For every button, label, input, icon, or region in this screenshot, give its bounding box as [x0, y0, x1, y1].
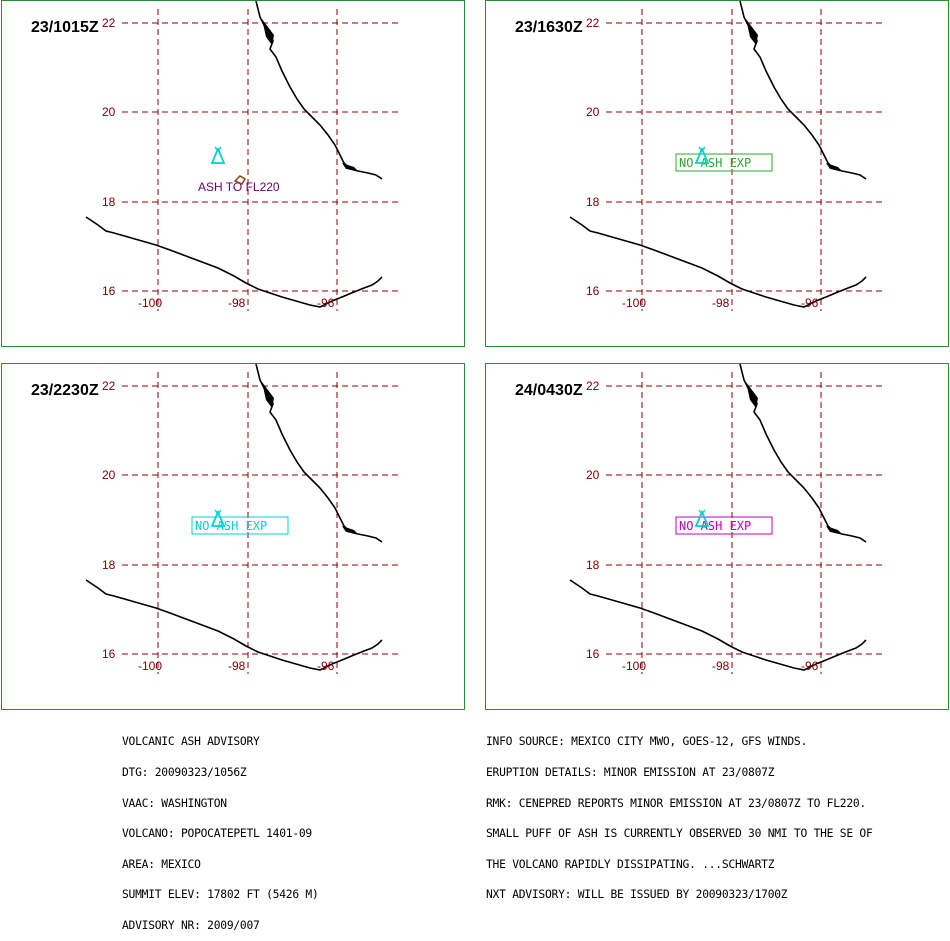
annotation-box [675, 516, 773, 535]
advisory-header-left: VOLCANIC ASH ADVISORY DTG: 20090323/1056… [122, 717, 319, 941]
map-panel-4: 22 20 18 16 -100 -98 -96 NO ASH EXP 24/0430Z [485, 363, 949, 710]
lagoon-shape [826, 163, 842, 171]
latitude-label: 18 [586, 195, 600, 209]
latitude-label: 18 [586, 558, 600, 572]
coastline-pacific [85, 216, 383, 308]
ash-annotation: ASH TO FL220 [198, 180, 280, 194]
latitude-label: 20 [102, 105, 116, 119]
advisory-line: ADVISORY NR: 2009/007 [122, 918, 260, 932]
latitude-label: 20 [586, 105, 600, 119]
annotation-box [675, 153, 773, 172]
panel-time-label: 23/2230Z [31, 382, 99, 399]
latitude-label: 22 [102, 379, 116, 393]
longitude-label: -96 [801, 296, 819, 310]
longitude-label: -98 [712, 659, 730, 673]
longitude-label: -96 [317, 296, 335, 310]
volcano-icon [210, 509, 226, 527]
longitude-label: -100 [138, 296, 162, 310]
volcano-plume-icon [698, 146, 706, 153]
advisory-line: VOLCANO: POPOCATEPETL 1401-09 [122, 827, 312, 841]
ash-annotation: NO ASH EXP [679, 156, 751, 170]
ash-annotation: NO ASH EXP [679, 519, 751, 533]
advisory-line: RMK: CENEPRED REPORTS MINOR EMISSION AT … [486, 796, 866, 810]
coastline-pacific [569, 579, 867, 671]
latitude-label: 20 [586, 468, 600, 482]
lagoon-shape [262, 382, 274, 408]
longitude-label: -96 [317, 659, 335, 673]
latitude-label: 18 [102, 558, 116, 572]
lagoon-shape [826, 526, 842, 534]
latitude-label: 16 [586, 647, 600, 661]
latitude-label: 20 [102, 468, 116, 482]
advisory-line: DTG: 20090323/1056Z [122, 766, 247, 779]
longitude-label: -100 [138, 659, 162, 673]
coastline-gulf [255, 364, 383, 543]
map-graphic-4: 22 20 18 16 -100 -98 -96 NO ASH EXP [569, 364, 886, 674]
lagoon-shape [746, 19, 758, 45]
longitude-label: -98 [228, 659, 246, 673]
longitude-label: -96 [801, 659, 819, 673]
map-panel-2: 22 20 18 16 -100 -98 -96 NO ASH EXP 23/1630Z [485, 0, 949, 347]
advisory-details-right: INFO SOURCE: MEXICO CITY MWO, GOES-12, G… [486, 717, 873, 911]
lagoon-shape [342, 526, 358, 534]
latitude-label: 16 [102, 647, 116, 661]
coastline-gulf [739, 1, 867, 180]
coastline-gulf [739, 364, 867, 543]
coastline-gulf [255, 1, 383, 180]
volcano-icon [210, 146, 226, 164]
latitude-label: 16 [586, 284, 600, 298]
advisory-line: SUMMIT ELEV: 17802 FT (5426 M) [122, 888, 319, 902]
coastline-pacific [569, 216, 867, 308]
map-panel-3: 22 20 18 16 -100 -98 -96 NO ASH EXP 23/2230Z [1, 363, 465, 710]
annotation-box [191, 516, 289, 535]
coastline-pacific [85, 579, 383, 671]
ash-cloud-polygon [233, 175, 247, 185]
lagoon-shape [746, 382, 758, 408]
longitude-label: -100 [622, 296, 646, 310]
volcano-icon [694, 509, 710, 527]
latitude-label: 18 [102, 195, 116, 209]
lagoon-shape [262, 19, 274, 45]
longitude-label: -100 [622, 659, 646, 673]
advisory-line: ERUPTION DETAILS: MINOR EMISSION AT 23/0… [486, 766, 775, 779]
map-graphic-2: 22 20 18 16 -100 -98 -96 NO ASH EXP [569, 1, 886, 311]
latitude-label: 16 [102, 284, 116, 298]
latitude-label: 22 [586, 16, 600, 30]
advisory-line: THE VOLCANO RAPIDLY DISSIPATING. ...SCHW… [486, 857, 775, 871]
latitude-label: 22 [586, 379, 600, 393]
advisory-line: VOLCANIC ASH ADVISORY [122, 735, 260, 749]
longitude-label: -98 [228, 296, 246, 310]
panel-time-label: 23/1015Z [31, 19, 99, 36]
volcano-plume-icon [698, 509, 706, 516]
advisory-line: AREA: MEXICO [122, 857, 201, 871]
advisory-line: SMALL PUFF OF ASH IS CURRENTLY OBSERVED … [486, 827, 873, 841]
ash-annotation: NO ASH EXP [195, 519, 267, 533]
advisory-line: VAAC: WASHINGTON [122, 796, 227, 810]
advisory-line: NXT ADVISORY: WILL BE ISSUED BY 20090323… [486, 888, 788, 902]
panel-time-label: 23/1630Z [515, 19, 583, 36]
map-graphic-1: 22 20 18 16 -100 -98 -96 ASH TO FL220 [85, 1, 402, 311]
lagoon-shape [342, 163, 358, 171]
longitude-label: -98 [712, 296, 730, 310]
volcano-icon [694, 146, 710, 164]
advisory-line: INFO SOURCE: MEXICO CITY MWO, GOES-12, G… [486, 735, 808, 749]
map-panel-1: 22 20 18 16 -100 -98 -96 ASH TO FL220 23/1015Z [1, 0, 465, 347]
panel-time-label: 24/0430Z [515, 382, 583, 399]
volcano-plume-icon [214, 509, 222, 516]
latitude-label: 22 [102, 16, 116, 30]
volcano-plume-icon [214, 146, 222, 153]
map-graphic-3: 22 20 18 16 -100 -98 -96 NO ASH EXP [85, 364, 402, 674]
